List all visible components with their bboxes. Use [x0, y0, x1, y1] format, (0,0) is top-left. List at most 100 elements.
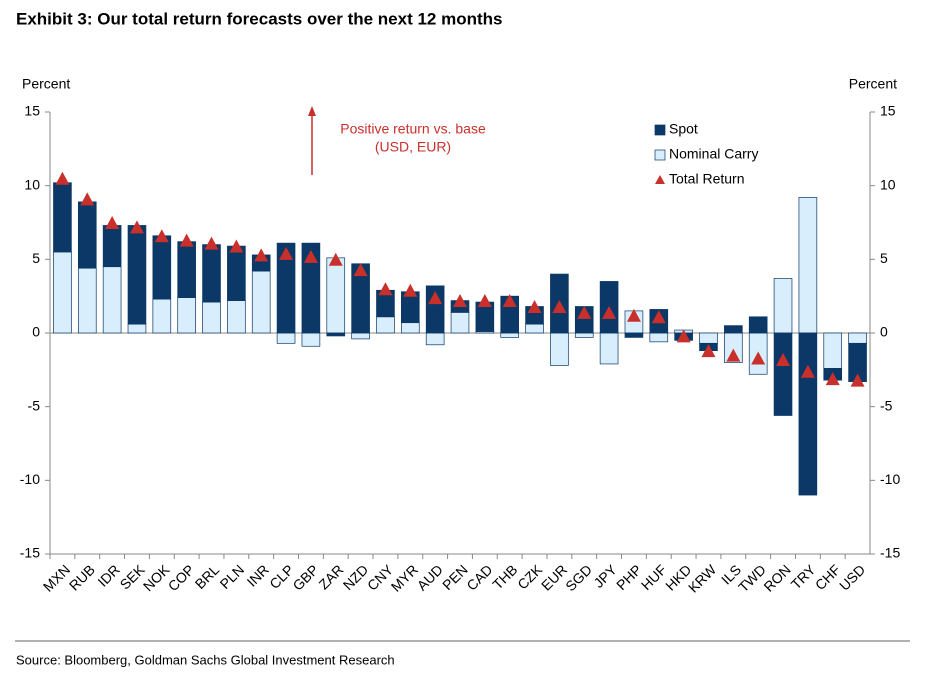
bar-segment [773, 278, 793, 334]
total-marker [651, 310, 666, 324]
bar-segment [301, 332, 321, 347]
total-marker [602, 305, 617, 319]
x-tick-label: CLP [266, 561, 297, 592]
chart-title: Exhibit 3: Our total return forecasts ov… [16, 9, 503, 28]
bar-segment [574, 332, 594, 338]
total-marker [279, 246, 294, 260]
total-marker [751, 351, 766, 365]
x-tick-label: TRY [788, 561, 819, 592]
x-tick-label: TWD [735, 561, 769, 595]
bar-segment [624, 332, 644, 338]
bar-segment [401, 322, 420, 334]
bar-segment [276, 332, 296, 344]
bar-segment [326, 257, 346, 334]
bar-segment [227, 300, 246, 334]
x-tick-label: EUR [538, 561, 570, 593]
legend-label: Total Return [669, 171, 744, 187]
total-marker [229, 239, 244, 253]
total-marker [328, 252, 343, 266]
x-tick-label: PLN [217, 561, 248, 592]
x-tick-label: CZK [514, 561, 546, 593]
x-tick-label: MYR [388, 561, 421, 594]
bar-segment [525, 323, 544, 334]
total-marker [378, 282, 393, 296]
bar-segment [376, 316, 395, 334]
total-marker [453, 294, 467, 308]
bar-segment [823, 332, 843, 369]
bar-segment [425, 332, 445, 346]
y-tick-label: -15 [20, 545, 40, 561]
x-tick-label: COP [165, 561, 198, 594]
y2-tick-label: -5 [880, 397, 893, 413]
y2-tick-label: -15 [880, 545, 900, 561]
bar-segment [276, 242, 296, 334]
total-marker [676, 329, 691, 343]
total-marker [502, 294, 517, 308]
y2-tick-label: -10 [880, 471, 900, 487]
total-marker [776, 352, 791, 366]
bar-segment [748, 316, 768, 334]
bar-segment [599, 332, 619, 365]
y2-tick-label: 5 [880, 250, 888, 266]
y2-axis-label: Percent [849, 76, 897, 92]
bar-segment [724, 325, 743, 334]
total-marker [477, 294, 492, 308]
bar-segment [127, 225, 147, 325]
annotation-arrowhead [308, 106, 316, 116]
legend-swatch [655, 175, 665, 184]
x-tick-label: RON [760, 561, 793, 594]
x-tick-label: ZAR [315, 561, 346, 592]
total-marker [850, 373, 865, 387]
bar-segment [251, 270, 271, 334]
bar-segment [77, 267, 97, 334]
bar-segment [550, 332, 569, 366]
bar-segment [848, 332, 867, 344]
x-tick-label: SGD [562, 561, 595, 594]
bar-segment [773, 332, 793, 416]
bar-segment [301, 242, 321, 334]
x-tick-label: GBP [289, 561, 321, 593]
y-tick-label: 10 [24, 176, 40, 192]
y-tick-label: 5 [32, 250, 40, 266]
x-tick-label: INR [244, 561, 272, 589]
annotation: (USD, EUR) [375, 139, 451, 155]
x-tick-label: HUF [638, 561, 670, 593]
y-tick-label: 0 [32, 324, 40, 340]
x-tick-label: IDR [94, 561, 122, 589]
x-tick-label: CHF [812, 561, 844, 593]
legend-label: Spot [669, 121, 698, 137]
total-marker [154, 229, 169, 243]
x-tick-label: BRL [192, 561, 223, 592]
x-tick-label: MXN [40, 561, 73, 594]
x-tick-label: JPY [590, 561, 620, 591]
bar-segment [425, 285, 445, 334]
bar-segment [202, 244, 221, 303]
x-tick-label: RUB [66, 561, 98, 593]
bar-segment [102, 266, 122, 334]
x-tick-label: NZD [340, 561, 372, 593]
bar-segment [53, 182, 72, 253]
bar-segment [227, 245, 246, 301]
y-tick-label: 15 [24, 103, 40, 119]
total-marker [80, 192, 95, 206]
bar-segment [152, 298, 172, 334]
bar-segment [177, 241, 196, 298]
x-tick-label: CAD [463, 561, 495, 593]
bar-segment [351, 332, 370, 340]
total-marker [726, 348, 741, 362]
x-tick-label: USD [836, 561, 868, 593]
total-marker [204, 236, 219, 250]
bar-segment [127, 323, 147, 334]
total-marker [353, 263, 368, 277]
total-marker [626, 308, 641, 322]
total-marker [428, 291, 443, 305]
total-marker [552, 299, 567, 313]
x-tick-label: NOK [140, 561, 173, 594]
bar-segment [177, 297, 196, 334]
y-axis-label: Percent [22, 76, 70, 92]
total-marker [800, 364, 815, 378]
y-tick-label: -5 [28, 397, 41, 413]
total-marker [303, 249, 318, 263]
